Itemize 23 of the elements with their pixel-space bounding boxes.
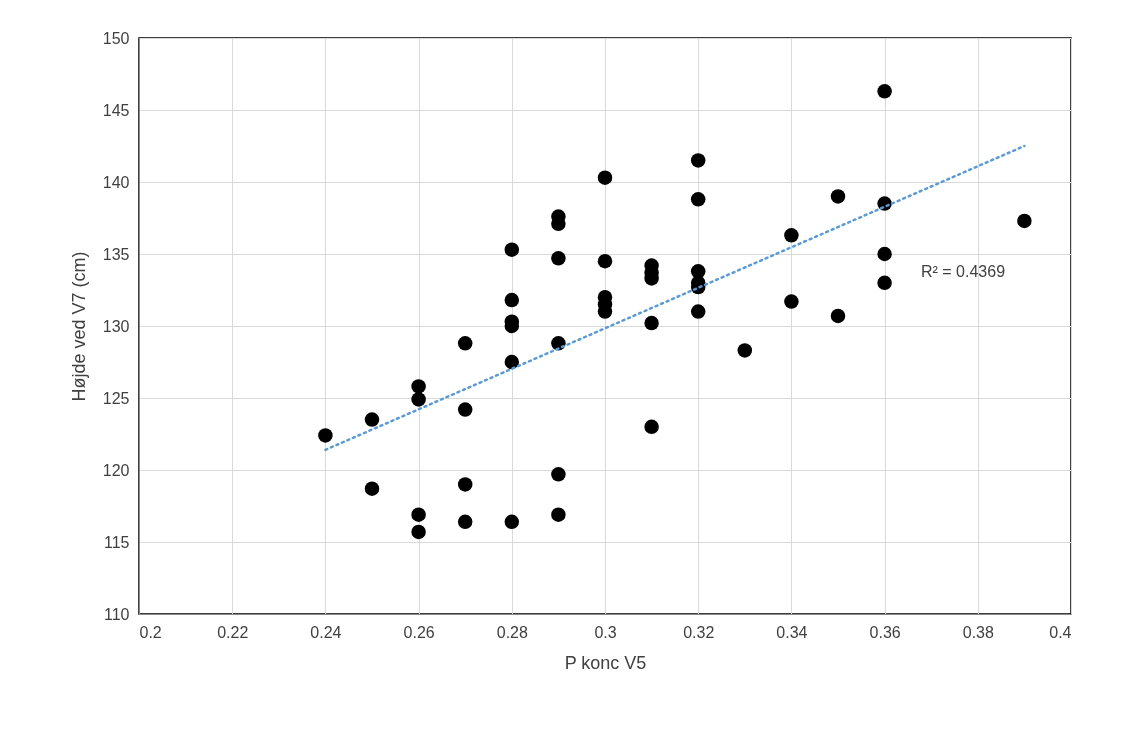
y-axis-title: Højde ved V7 (cm) xyxy=(68,251,89,402)
x-tick-label: 0.4 xyxy=(1049,623,1072,641)
x-tick-label: 0.36 xyxy=(869,623,901,641)
y-tick-label: 115 xyxy=(103,533,130,551)
x-tick-label: 0.28 xyxy=(496,623,528,641)
x-tick-label: 0.26 xyxy=(403,623,435,641)
x-axis-title: P konc V5 xyxy=(564,652,647,673)
y-tick-label: 150 xyxy=(102,29,130,47)
y-tick-label: 125 xyxy=(102,389,130,407)
x-tick-label: 0.22 xyxy=(217,623,249,641)
x-tick-label: 0.34 xyxy=(776,623,808,641)
y-tick-label: 120 xyxy=(102,461,130,479)
y-tick-label: 110 xyxy=(103,605,130,623)
y-tick-label: 135 xyxy=(102,245,130,263)
x-tick-label: 0.2 xyxy=(139,623,162,641)
y-tick-label: 140 xyxy=(102,173,130,191)
x-tick-label: 0.24 xyxy=(310,623,342,641)
y-tick-label: 130 xyxy=(102,317,130,335)
x-tick-label: 0.3 xyxy=(594,623,617,641)
x-tick-label: 0.32 xyxy=(683,623,715,641)
x-tick-label: 0.38 xyxy=(962,623,994,641)
y-tick-label: 145 xyxy=(102,101,130,119)
annotation: R² = 0.4369 xyxy=(921,263,1006,280)
